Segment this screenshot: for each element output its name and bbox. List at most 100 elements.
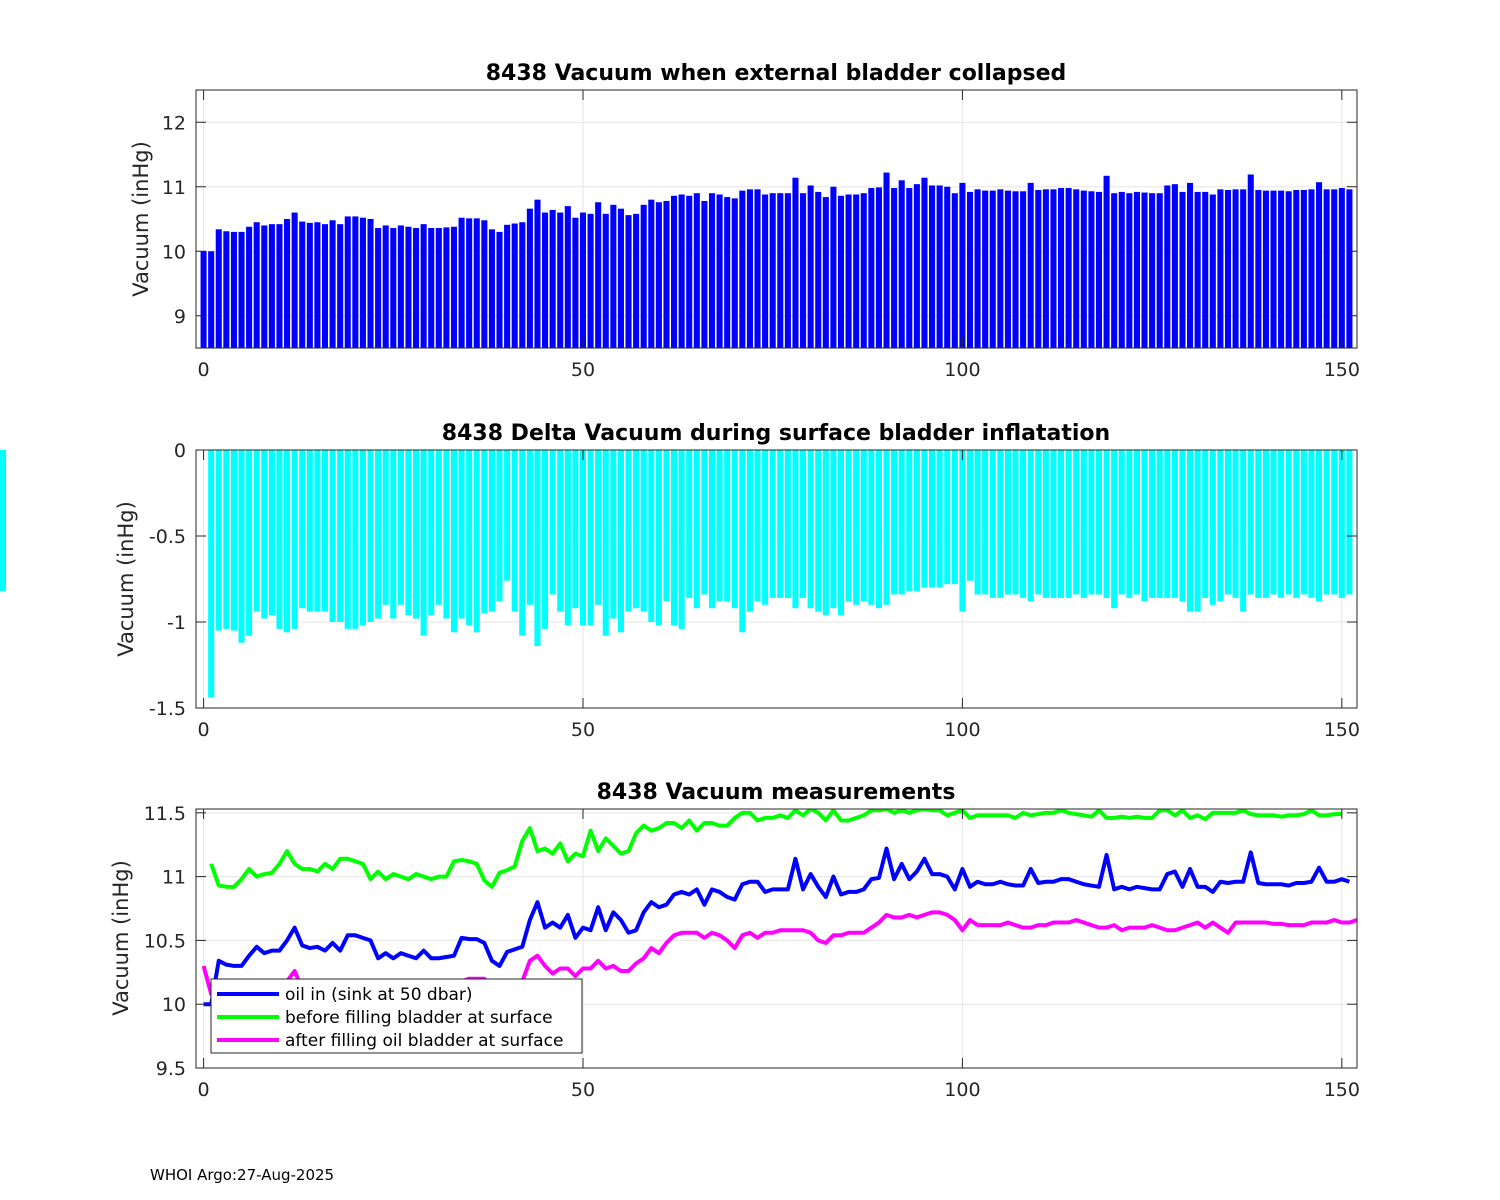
bar — [853, 450, 860, 605]
bar — [542, 212, 549, 348]
bar — [1141, 192, 1148, 348]
bar — [473, 450, 480, 633]
bar — [359, 217, 366, 348]
bar — [519, 222, 526, 348]
bar — [344, 450, 351, 629]
bar — [1118, 450, 1125, 595]
bar — [284, 219, 291, 348]
bar — [868, 450, 875, 605]
bar — [898, 180, 905, 348]
bar — [1103, 450, 1110, 598]
bar — [913, 184, 920, 348]
bar — [678, 450, 685, 629]
chart-title: 8438 Delta Vacuum during surface bladder… — [442, 421, 1110, 446]
bar — [906, 188, 913, 348]
bar — [359, 450, 366, 626]
bar — [739, 190, 746, 348]
bar — [837, 195, 845, 348]
bar — [951, 193, 958, 348]
bar — [375, 228, 382, 348]
bar — [777, 450, 784, 598]
bar — [223, 231, 230, 348]
bar — [1133, 450, 1140, 595]
bar — [845, 450, 852, 602]
bar — [1247, 450, 1254, 595]
bar — [1240, 189, 1247, 348]
bar — [701, 450, 708, 595]
bar — [367, 450, 374, 622]
bar — [792, 450, 799, 609]
bar — [1027, 182, 1034, 348]
bar — [1042, 189, 1049, 348]
x-tick-label: 50 — [571, 1079, 595, 1101]
bar — [1278, 450, 1285, 598]
bar — [1293, 189, 1300, 348]
bar — [966, 450, 974, 581]
plot-area: 0 50 100 150 -1.5 -1 -0.5 0 — [0, 440, 1360, 741]
y-tick-label: 11 — [162, 177, 186, 199]
bar — [1095, 450, 1103, 595]
bar — [1338, 450, 1345, 598]
bar — [0, 450, 7, 592]
y-tick-label: 11 — [162, 867, 186, 889]
legend-entry-after-filling: after filling oil bladder at surface — [285, 1031, 563, 1051]
bar — [1149, 450, 1156, 598]
bar — [1035, 189, 1042, 348]
bar — [428, 450, 435, 616]
axes-box — [195, 808, 1358, 1069]
bar — [860, 450, 867, 602]
series-line-1 — [209, 809, 1342, 889]
bar — [1118, 191, 1125, 348]
bar — [367, 219, 374, 348]
bar — [617, 208, 624, 348]
bar — [1346, 450, 1353, 595]
x-tick-label: 0 — [198, 719, 210, 741]
bar — [352, 216, 359, 348]
bar — [746, 189, 753, 348]
bar — [1202, 191, 1209, 348]
bar — [208, 450, 215, 698]
bar — [1042, 450, 1049, 598]
bar — [1058, 188, 1065, 348]
bar — [587, 450, 594, 626]
bar — [1270, 190, 1277, 348]
bar — [1073, 189, 1080, 348]
bar — [413, 450, 420, 619]
x-tick-label: 150 — [1324, 719, 1360, 741]
bar — [1004, 190, 1011, 348]
bar — [481, 450, 488, 614]
bar — [693, 193, 700, 348]
chart-legend: oil in (sink at 50 dbar) before filling … — [210, 978, 583, 1054]
chart-title: 8438 Vacuum when external bladder collap… — [486, 61, 1067, 86]
bar — [1141, 450, 1148, 602]
bar — [754, 189, 761, 348]
bar — [853, 194, 860, 348]
plot-area: 0 50 100 150 9.5 10 10.5 11 11.5 — [144, 803, 1360, 1101]
bar — [511, 223, 518, 348]
bar — [200, 251, 207, 348]
bar — [435, 228, 442, 348]
bar — [1331, 189, 1338, 348]
y-axis-label: Vacuum (inHg) — [114, 501, 138, 657]
bar — [481, 220, 488, 348]
x-tick-label: 50 — [571, 719, 595, 741]
bar — [648, 199, 655, 348]
bar — [337, 224, 344, 348]
bar — [1209, 194, 1216, 348]
bar — [420, 224, 427, 348]
bar — [784, 193, 791, 348]
bar — [1278, 190, 1285, 348]
bar — [731, 198, 738, 348]
bar — [906, 450, 913, 592]
bar — [989, 450, 996, 598]
bar — [929, 185, 936, 348]
axes-box — [195, 449, 1358, 709]
bar — [534, 450, 541, 647]
y-tick-label: -1 — [167, 612, 186, 634]
bar — [215, 229, 222, 348]
bar — [1020, 191, 1027, 348]
bar — [921, 177, 928, 348]
bar — [648, 450, 655, 622]
bar — [724, 450, 731, 602]
x-tick-label: 50 — [571, 359, 595, 381]
